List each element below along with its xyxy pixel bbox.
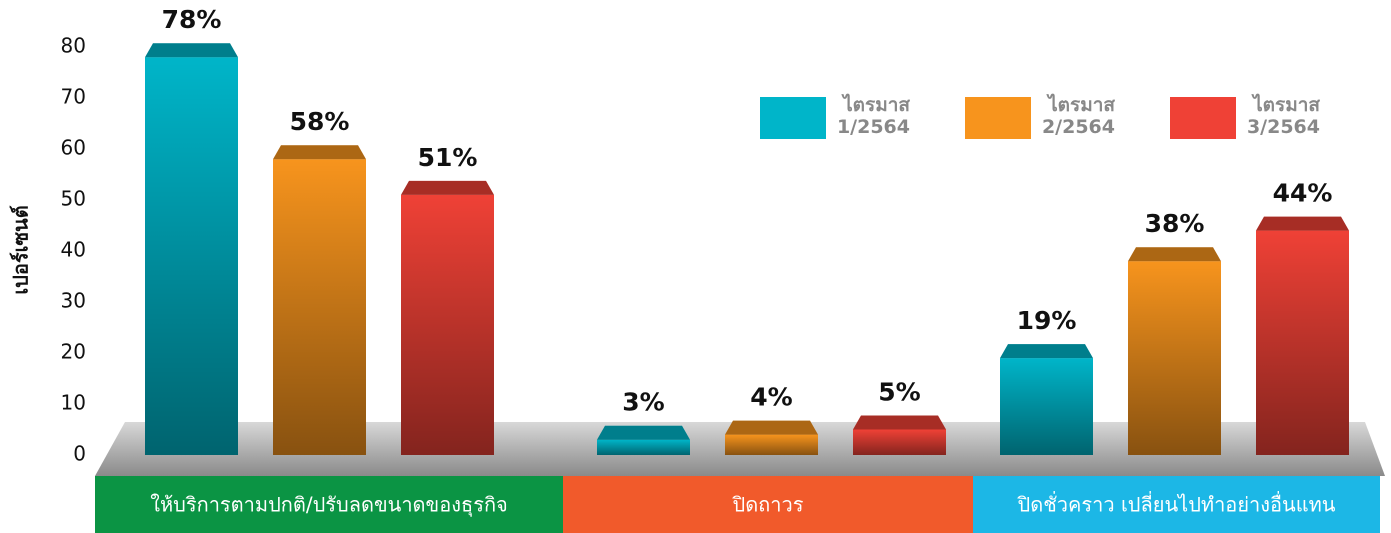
category-band bbox=[95, 476, 563, 533]
bar-cap-shade bbox=[145, 43, 238, 58]
data-label: 4% bbox=[750, 383, 792, 412]
data-label: 44% bbox=[1273, 179, 1333, 208]
bar-cap bbox=[725, 420, 818, 435]
legend-label: ไตรมาส 3/2564 bbox=[1246, 94, 1320, 138]
bar-cap bbox=[853, 415, 946, 430]
bar-shade bbox=[1256, 230, 1349, 455]
legend-label: ไตรมาส 1/2564 bbox=[836, 94, 910, 138]
data-label: 38% bbox=[1145, 209, 1205, 238]
bar-cap-shade bbox=[401, 180, 494, 195]
y-tick-label: 40 bbox=[61, 238, 86, 262]
bar-cap bbox=[597, 425, 690, 440]
bar-cap bbox=[1000, 344, 1093, 359]
x-tick-label: ปิดถาวร bbox=[732, 493, 804, 517]
y-tick-label: 0 bbox=[73, 442, 86, 466]
bar-cap bbox=[1128, 247, 1221, 262]
bar-shade bbox=[273, 159, 366, 455]
x-tick-label: ปิดชั่วคราว เปลี่ยนไปทำอย่างอื่นแทน bbox=[1017, 491, 1336, 517]
bar-cap-shade bbox=[853, 415, 946, 430]
category-band bbox=[973, 476, 1380, 533]
y-tick-label: 30 bbox=[61, 289, 86, 313]
y-axis-label: เปอร์เซนต์ bbox=[9, 205, 33, 294]
bar-cap bbox=[401, 180, 494, 195]
data-label: 78% bbox=[162, 5, 222, 34]
legend-swatch bbox=[760, 97, 826, 139]
bar-shade bbox=[1000, 358, 1093, 455]
y-tick-label: 60 bbox=[61, 136, 86, 160]
data-label: 58% bbox=[290, 107, 350, 136]
y-tick-label: 70 bbox=[61, 85, 86, 109]
bar-cap-shade bbox=[273, 145, 366, 160]
bar-shade bbox=[401, 194, 494, 455]
data-label: 5% bbox=[878, 378, 920, 407]
legend-label: ไตรมาส 2/2564 bbox=[1041, 94, 1115, 138]
y-tick-label: 10 bbox=[61, 391, 86, 415]
bar-cap-shade bbox=[1256, 216, 1349, 231]
legend-swatch bbox=[965, 97, 1031, 139]
x-tick-label: ให้บริการตามปกติ/ปรับลดขนาดของธุรกิจ bbox=[150, 493, 508, 518]
bar-cap bbox=[273, 145, 366, 160]
bar-cap-shade bbox=[1128, 247, 1221, 262]
y-tick-label: 20 bbox=[61, 340, 86, 364]
bar-shade bbox=[853, 429, 946, 455]
bar-shade bbox=[597, 439, 690, 455]
bar-cap-shade bbox=[725, 420, 818, 435]
y-tick-label: 80 bbox=[61, 34, 86, 58]
data-label: 3% bbox=[622, 388, 664, 417]
bar-cap-shade bbox=[597, 425, 690, 440]
y-tick-label: 50 bbox=[61, 187, 86, 211]
bar-shade bbox=[145, 57, 238, 455]
category-band bbox=[563, 476, 973, 533]
bar-cap bbox=[145, 43, 238, 58]
legend-swatch bbox=[1170, 97, 1236, 139]
bar-shade bbox=[725, 434, 818, 455]
bar-shade bbox=[1128, 261, 1221, 455]
bar-cap-shade bbox=[1000, 344, 1093, 359]
data-label: 51% bbox=[418, 143, 478, 172]
data-label: 19% bbox=[1017, 306, 1077, 335]
bar-cap bbox=[1256, 216, 1349, 231]
